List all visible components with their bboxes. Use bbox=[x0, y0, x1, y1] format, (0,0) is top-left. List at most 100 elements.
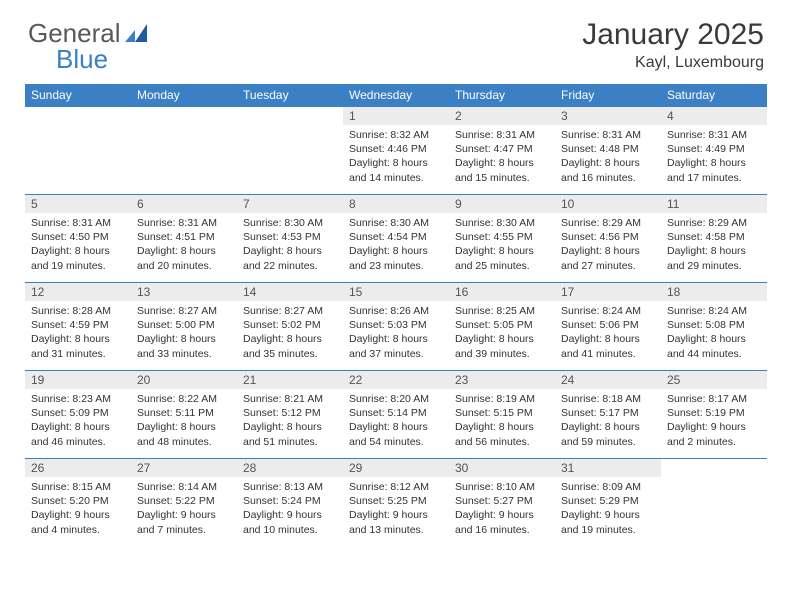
sunset-line: Sunset: 5:17 PM bbox=[561, 406, 655, 420]
day-number: 19 bbox=[25, 370, 131, 389]
day-details: Sunrise: 8:17 AMSunset: 5:19 PMDaylight:… bbox=[661, 389, 767, 451]
weekday-header: Sunday bbox=[25, 84, 131, 106]
sunrise-line: Sunrise: 8:24 AM bbox=[667, 304, 761, 318]
day-details: Sunrise: 8:24 AMSunset: 5:06 PMDaylight:… bbox=[555, 301, 661, 363]
sunset-line: Sunset: 4:54 PM bbox=[349, 230, 443, 244]
logo-icon bbox=[125, 18, 147, 49]
sunrise-line: Sunrise: 8:30 AM bbox=[455, 216, 549, 230]
day-number: 7 bbox=[237, 194, 343, 213]
daylight-line: Daylight: 9 hours and 13 minutes. bbox=[349, 508, 443, 536]
day-number: 9 bbox=[449, 194, 555, 213]
weekday-header: Saturday bbox=[661, 84, 767, 106]
header: General January 2025 Kayl, Luxembourg bbox=[0, 0, 792, 78]
day-details: Sunrise: 8:27 AMSunset: 5:02 PMDaylight:… bbox=[237, 301, 343, 363]
day-details: Sunrise: 8:20 AMSunset: 5:14 PMDaylight:… bbox=[343, 389, 449, 451]
empty-day-bar bbox=[661, 458, 767, 476]
calendar-day-cell: 25Sunrise: 8:17 AMSunset: 5:19 PMDayligh… bbox=[661, 370, 767, 458]
sunset-line: Sunset: 5:27 PM bbox=[455, 494, 549, 508]
sunset-line: Sunset: 4:47 PM bbox=[455, 142, 549, 156]
weekday-header: Wednesday bbox=[343, 84, 449, 106]
daylight-line: Daylight: 8 hours and 27 minutes. bbox=[561, 244, 655, 272]
day-details: Sunrise: 8:18 AMSunset: 5:17 PMDaylight:… bbox=[555, 389, 661, 451]
daylight-line: Daylight: 8 hours and 14 minutes. bbox=[349, 156, 443, 184]
sunrise-line: Sunrise: 8:19 AM bbox=[455, 392, 549, 406]
daylight-line: Daylight: 8 hours and 54 minutes. bbox=[349, 420, 443, 448]
day-number: 27 bbox=[131, 458, 237, 477]
daylight-line: Daylight: 9 hours and 16 minutes. bbox=[455, 508, 549, 536]
calendar-day-cell: 24Sunrise: 8:18 AMSunset: 5:17 PMDayligh… bbox=[555, 370, 661, 458]
calendar-day-cell: 6Sunrise: 8:31 AMSunset: 4:51 PMDaylight… bbox=[131, 194, 237, 282]
sunset-line: Sunset: 5:25 PM bbox=[349, 494, 443, 508]
sunrise-line: Sunrise: 8:15 AM bbox=[31, 480, 125, 494]
day-details: Sunrise: 8:12 AMSunset: 5:25 PMDaylight:… bbox=[343, 477, 449, 539]
day-number: 17 bbox=[555, 282, 661, 301]
sunrise-line: Sunrise: 8:18 AM bbox=[561, 392, 655, 406]
calendar-day-cell: 26Sunrise: 8:15 AMSunset: 5:20 PMDayligh… bbox=[25, 458, 131, 550]
title-block: January 2025 Kayl, Luxembourg bbox=[582, 18, 764, 72]
day-number: 10 bbox=[555, 194, 661, 213]
day-number: 8 bbox=[343, 194, 449, 213]
daylight-line: Daylight: 9 hours and 10 minutes. bbox=[243, 508, 337, 536]
sunrise-line: Sunrise: 8:27 AM bbox=[137, 304, 231, 318]
sunset-line: Sunset: 5:19 PM bbox=[667, 406, 761, 420]
sunset-line: Sunset: 4:48 PM bbox=[561, 142, 655, 156]
sunset-line: Sunset: 5:20 PM bbox=[31, 494, 125, 508]
day-details: Sunrise: 8:32 AMSunset: 4:46 PMDaylight:… bbox=[343, 125, 449, 187]
daylight-line: Daylight: 8 hours and 39 minutes. bbox=[455, 332, 549, 360]
sunset-line: Sunset: 4:51 PM bbox=[137, 230, 231, 244]
day-number: 30 bbox=[449, 458, 555, 477]
calendar-day-cell: 5Sunrise: 8:31 AMSunset: 4:50 PMDaylight… bbox=[25, 194, 131, 282]
daylight-line: Daylight: 8 hours and 29 minutes. bbox=[667, 244, 761, 272]
calendar-day-cell: 18Sunrise: 8:24 AMSunset: 5:08 PMDayligh… bbox=[661, 282, 767, 370]
sunrise-line: Sunrise: 8:28 AM bbox=[31, 304, 125, 318]
day-number: 16 bbox=[449, 282, 555, 301]
location-text: Kayl, Luxembourg bbox=[582, 54, 764, 72]
sunrise-line: Sunrise: 8:17 AM bbox=[667, 392, 761, 406]
day-number: 6 bbox=[131, 194, 237, 213]
day-number: 22 bbox=[343, 370, 449, 389]
daylight-line: Daylight: 9 hours and 4 minutes. bbox=[31, 508, 125, 536]
calendar-day-cell: 27Sunrise: 8:14 AMSunset: 5:22 PMDayligh… bbox=[131, 458, 237, 550]
calendar-empty-cell bbox=[25, 106, 131, 194]
empty-day-bar bbox=[25, 106, 131, 124]
day-details: Sunrise: 8:31 AMSunset: 4:51 PMDaylight:… bbox=[131, 213, 237, 275]
calendar-week-row: 19Sunrise: 8:23 AMSunset: 5:09 PMDayligh… bbox=[25, 370, 767, 458]
sunrise-line: Sunrise: 8:29 AM bbox=[667, 216, 761, 230]
day-number: 21 bbox=[237, 370, 343, 389]
calendar-day-cell: 9Sunrise: 8:30 AMSunset: 4:55 PMDaylight… bbox=[449, 194, 555, 282]
day-number: 12 bbox=[25, 282, 131, 301]
day-details: Sunrise: 8:09 AMSunset: 5:29 PMDaylight:… bbox=[555, 477, 661, 539]
weekday-header: Thursday bbox=[449, 84, 555, 106]
day-details: Sunrise: 8:23 AMSunset: 5:09 PMDaylight:… bbox=[25, 389, 131, 451]
day-number: 25 bbox=[661, 370, 767, 389]
sunrise-line: Sunrise: 8:31 AM bbox=[31, 216, 125, 230]
day-number: 18 bbox=[661, 282, 767, 301]
sunrise-line: Sunrise: 8:30 AM bbox=[243, 216, 337, 230]
day-details: Sunrise: 8:19 AMSunset: 5:15 PMDaylight:… bbox=[449, 389, 555, 451]
day-details: Sunrise: 8:15 AMSunset: 5:20 PMDaylight:… bbox=[25, 477, 131, 539]
daylight-line: Daylight: 8 hours and 51 minutes. bbox=[243, 420, 337, 448]
daylight-line: Daylight: 9 hours and 7 minutes. bbox=[137, 508, 231, 536]
sunset-line: Sunset: 4:56 PM bbox=[561, 230, 655, 244]
daylight-line: Daylight: 8 hours and 35 minutes. bbox=[243, 332, 337, 360]
sunrise-line: Sunrise: 8:09 AM bbox=[561, 480, 655, 494]
calendar-table: SundayMondayTuesdayWednesdayThursdayFrid… bbox=[25, 84, 767, 550]
day-number: 23 bbox=[449, 370, 555, 389]
calendar-day-cell: 15Sunrise: 8:26 AMSunset: 5:03 PMDayligh… bbox=[343, 282, 449, 370]
daylight-line: Daylight: 8 hours and 46 minutes. bbox=[31, 420, 125, 448]
calendar-day-cell: 13Sunrise: 8:27 AMSunset: 5:00 PMDayligh… bbox=[131, 282, 237, 370]
daylight-line: Daylight: 8 hours and 31 minutes. bbox=[31, 332, 125, 360]
sunset-line: Sunset: 4:58 PM bbox=[667, 230, 761, 244]
day-number: 2 bbox=[449, 106, 555, 125]
calendar-week-row: 1Sunrise: 8:32 AMSunset: 4:46 PMDaylight… bbox=[25, 106, 767, 194]
sunset-line: Sunset: 4:55 PM bbox=[455, 230, 549, 244]
sunset-line: Sunset: 4:49 PM bbox=[667, 142, 761, 156]
day-number: 26 bbox=[25, 458, 131, 477]
daylight-line: Daylight: 8 hours and 19 minutes. bbox=[31, 244, 125, 272]
calendar-header-row: SundayMondayTuesdayWednesdayThursdayFrid… bbox=[25, 84, 767, 106]
day-details: Sunrise: 8:31 AMSunset: 4:49 PMDaylight:… bbox=[661, 125, 767, 187]
sunrise-line: Sunrise: 8:27 AM bbox=[243, 304, 337, 318]
calendar-day-cell: 1Sunrise: 8:32 AMSunset: 4:46 PMDaylight… bbox=[343, 106, 449, 194]
sunrise-line: Sunrise: 8:32 AM bbox=[349, 128, 443, 142]
calendar-day-cell: 2Sunrise: 8:31 AMSunset: 4:47 PMDaylight… bbox=[449, 106, 555, 194]
